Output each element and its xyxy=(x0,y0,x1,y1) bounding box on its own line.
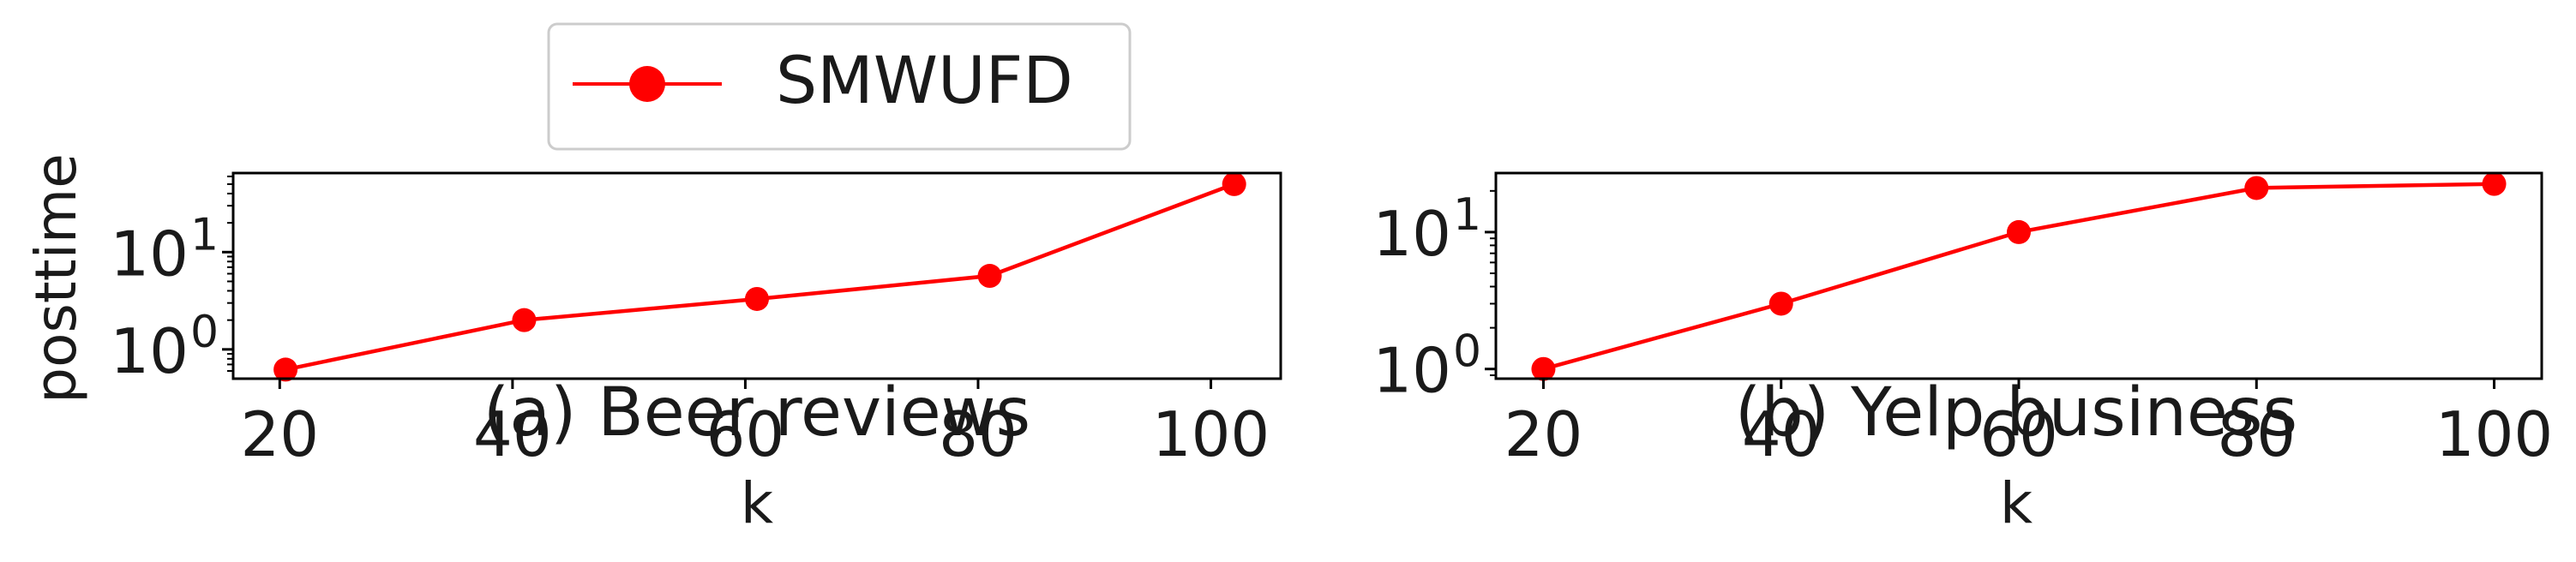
data-point xyxy=(1531,356,1556,381)
panel-a-y-axis-label: posttime xyxy=(23,153,89,404)
y-tick-label-exponent: 0 xyxy=(190,307,219,358)
x-tick-label: 80 xyxy=(2217,398,2296,470)
panel-b-x-axis-label: k xyxy=(2000,470,2033,536)
x-tick-label: 100 xyxy=(1152,398,1270,470)
x-tick-label: 20 xyxy=(1504,398,1583,470)
panel-a-subtitle: (a) Beer reviews xyxy=(483,374,1030,451)
x-tick-label: 20 xyxy=(240,398,319,470)
x-tick-label: 40 xyxy=(473,398,552,470)
series-line xyxy=(285,182,1235,372)
legend-marker-swatch xyxy=(629,66,665,102)
x-tick-label: 60 xyxy=(1979,398,2058,470)
x-tick-label: 80 xyxy=(939,398,1018,470)
series-line xyxy=(1542,182,2495,371)
panel-a-marks xyxy=(273,171,1246,382)
panel-a-x-ticks: 20 40 60 80 100 xyxy=(240,379,1270,470)
data-point xyxy=(273,357,298,382)
panel-b-subtitle: (b) Yelp business xyxy=(1735,374,2297,451)
y-tick-label: 10 xyxy=(110,218,189,290)
legend-frame xyxy=(547,22,1132,151)
panel-b-x-ticks: 20 40 60 80 100 xyxy=(1504,379,2553,470)
data-point xyxy=(1768,291,1793,316)
panel-a-x-axis-label: k xyxy=(741,470,774,536)
legend-label: SMWUFD xyxy=(776,42,1073,118)
y-tick-label: 10 xyxy=(1372,335,1451,407)
legend: SMWUFD xyxy=(547,22,1132,151)
data-point xyxy=(745,286,769,311)
data-point xyxy=(512,308,537,332)
y-tick-label-exponent: 0 xyxy=(1453,326,1481,378)
x-tick-label: 60 xyxy=(706,398,785,470)
x-tick-label: 40 xyxy=(1742,398,1821,470)
y-tick-label-exponent: 1 xyxy=(1453,189,1481,241)
data-point xyxy=(2482,171,2507,196)
panel-b-marks xyxy=(1531,171,2507,381)
data-point xyxy=(977,264,1002,289)
data-point xyxy=(1222,171,1246,196)
data-point xyxy=(2244,176,2269,200)
y-tick-label: 10 xyxy=(110,315,189,387)
panel-a-axes-frame xyxy=(231,171,1282,380)
data-point xyxy=(2007,219,2031,244)
y-tick-label-exponent: 1 xyxy=(190,209,219,260)
y-tick-label: 10 xyxy=(1372,198,1451,270)
x-tick-label: 100 xyxy=(2435,398,2553,470)
panel-b-axes-frame xyxy=(1494,171,2543,380)
